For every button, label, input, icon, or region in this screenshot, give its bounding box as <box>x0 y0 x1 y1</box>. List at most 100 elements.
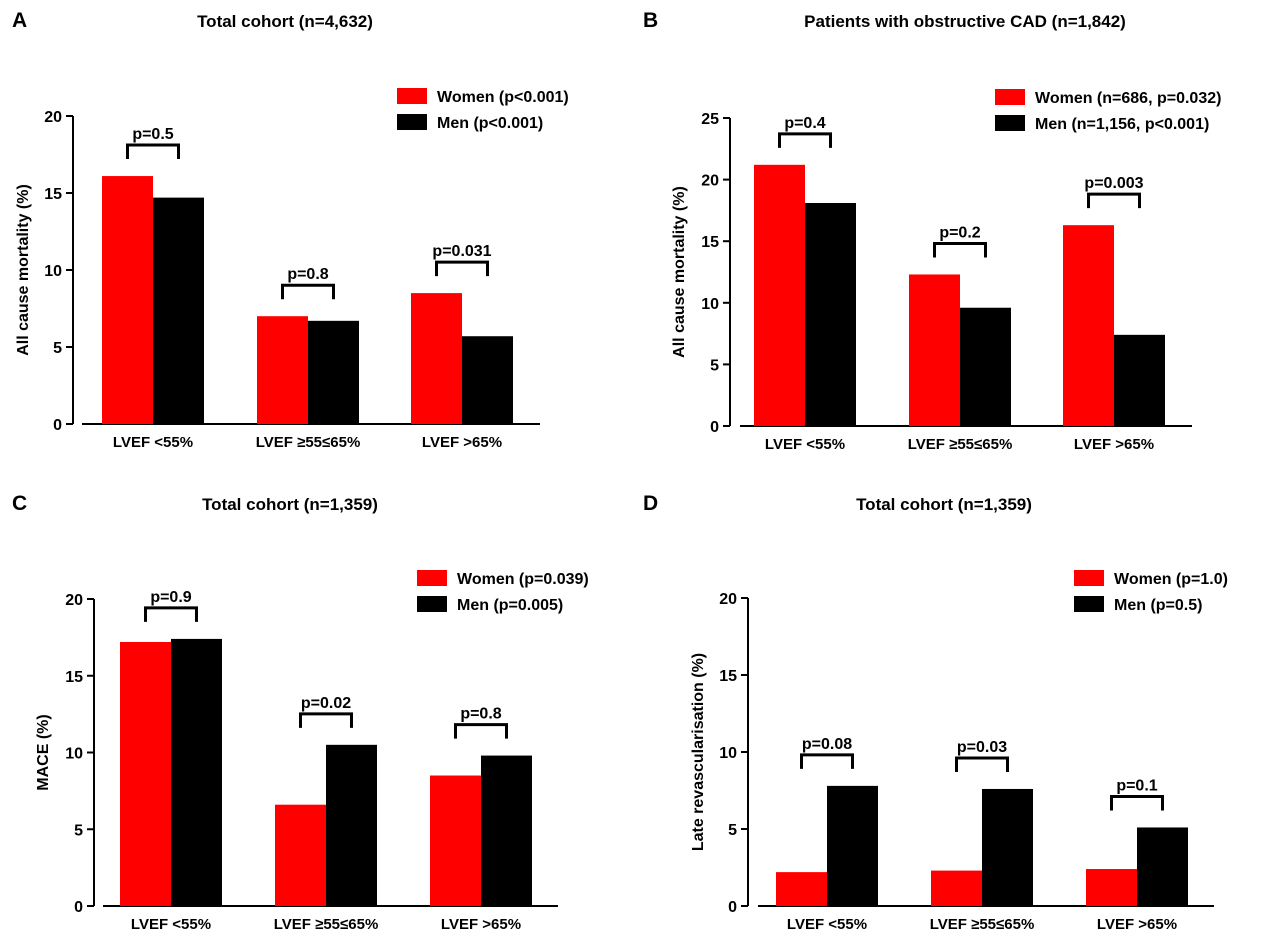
legend-label: Men (p=0.005) <box>457 597 563 614</box>
chart-panel-c: C Total cohort (n=1,359) 0 5 10 15 20 MACE (%) L… <box>12 492 589 933</box>
bar-men-2 <box>960 307 1011 426</box>
y-tick-label: 15 <box>719 668 737 685</box>
y-tick-label: 0 <box>710 419 719 436</box>
significance-bracket <box>933 241 987 258</box>
significance-bracket <box>454 723 508 739</box>
bar-men-3 <box>1137 827 1188 906</box>
x-tick-label: LVEF ≥55≤65% <box>256 434 361 451</box>
chart-title: Total cohort (n=4,632) <box>197 12 373 31</box>
significance-bracket <box>126 143 180 160</box>
y-tick-label: 5 <box>74 822 83 839</box>
bar-women-1 <box>776 872 827 906</box>
chart-title: Total cohort (n=1,359) <box>202 495 378 514</box>
p-value-label: p=0.03 <box>957 739 1007 756</box>
bar-women-3 <box>1063 225 1114 426</box>
y-tick-label: 10 <box>701 296 719 313</box>
chart-panel-b: B Patients with obstructive CAD (n=1,842)… <box>643 9 1221 453</box>
significance-bracket <box>1110 794 1164 811</box>
bar-women-1 <box>102 176 153 424</box>
y-tick-label: 20 <box>719 591 737 608</box>
legend-label: Women (p=1.0) <box>1114 571 1228 588</box>
bar-men-2 <box>982 788 1033 906</box>
y-axis-label: Late revascularisation (%) <box>690 653 707 851</box>
x-tick-label: LVEF >65% <box>1097 916 1177 933</box>
y-tick-label: 0 <box>74 899 83 916</box>
x-tick-label: LVEF ≥55≤65% <box>908 436 1013 453</box>
p-value-label: p=0.2 <box>939 224 980 241</box>
chart-title: Total cohort (n=1,359) <box>856 495 1032 514</box>
y-tick-label: 25 <box>701 111 719 128</box>
bar-men-3 <box>462 336 513 424</box>
bar-women-2 <box>909 274 960 426</box>
y-tick-label: 0 <box>728 899 737 916</box>
p-value-label: p=0.9 <box>150 589 191 606</box>
significance-bracket <box>281 283 335 300</box>
legend-swatch <box>1074 570 1104 586</box>
bar-women-3 <box>411 293 462 424</box>
p-value-label: p=0.8 <box>460 706 501 723</box>
legend-swatch <box>397 88 427 104</box>
legend-label: Men (n=1,156, p<0.001) <box>1035 116 1209 133</box>
bar-men-2 <box>326 744 377 906</box>
x-tick-label: LVEF >65% <box>422 434 502 451</box>
p-value-label: p=0.5 <box>132 126 173 143</box>
y-tick-label: 10 <box>44 263 62 280</box>
bar-men-1 <box>827 785 878 906</box>
bar-women-2 <box>931 870 982 906</box>
panel-letter: D <box>643 492 658 515</box>
bar-women-1 <box>120 641 171 906</box>
chart-panel-a: A Total cohort (n=4,632) 0 5 10 15 20 All cause… <box>12 9 569 451</box>
y-tick-label: 10 <box>65 746 83 763</box>
y-tick-label: 20 <box>65 592 83 609</box>
y-tick-label: 15 <box>65 669 83 686</box>
bar-women-3 <box>430 775 481 906</box>
bar-men-3 <box>481 755 532 906</box>
significance-bracket <box>435 260 489 277</box>
p-value-label: p=0.4 <box>784 115 825 132</box>
bar-men-3 <box>1114 334 1165 426</box>
p-value-label: p=0.003 <box>1084 175 1143 192</box>
significance-bracket <box>1087 192 1141 209</box>
x-tick-label: LVEF <55% <box>765 436 845 453</box>
y-tick-label: 15 <box>701 234 719 251</box>
significance-bracket <box>144 606 198 622</box>
significance-bracket <box>800 753 854 769</box>
legend-swatch <box>995 89 1025 105</box>
legend-swatch <box>417 596 447 612</box>
significance-bracket <box>299 712 353 728</box>
legend-label: Women (p<0.001) <box>437 89 569 106</box>
y-tick-label: 20 <box>701 173 719 190</box>
panel-letter: A <box>12 9 27 32</box>
bar-women-2 <box>275 804 326 906</box>
bar-women-3 <box>1086 869 1137 906</box>
bar-men-1 <box>171 638 222 906</box>
p-value-label: p=0.02 <box>301 695 351 712</box>
y-tick-label: 5 <box>710 357 719 374</box>
p-value-label: p=0.08 <box>802 736 852 753</box>
x-tick-label: LVEF ≥55≤65% <box>274 916 379 933</box>
y-tick-label: 10 <box>719 745 737 762</box>
y-tick-label: 5 <box>728 822 737 839</box>
x-tick-label: LVEF ≥55≤65% <box>930 916 1035 933</box>
legend-label: Men (p<0.001) <box>437 115 543 132</box>
y-axis-label: All cause mortality (%) <box>15 184 32 356</box>
y-tick-label: 5 <box>53 340 62 357</box>
p-value-label: p=0.8 <box>287 266 328 283</box>
x-tick-label: LVEF <55% <box>787 916 867 933</box>
bar-men-2 <box>308 320 359 424</box>
y-tick-label: 15 <box>44 186 62 203</box>
panel-letter: B <box>643 9 658 32</box>
bar-men-1 <box>153 197 204 424</box>
legend-swatch <box>1074 596 1104 612</box>
x-tick-label: LVEF <55% <box>131 916 211 933</box>
legend-swatch <box>417 570 447 586</box>
chart-title: Patients with obstructive CAD (n=1,842) <box>804 12 1126 31</box>
legend-swatch <box>995 115 1025 131</box>
legend-label: Men (p=0.5) <box>1114 597 1202 614</box>
significance-bracket <box>778 132 832 148</box>
bar-women-2 <box>257 316 308 424</box>
x-tick-label: LVEF <55% <box>113 434 193 451</box>
x-tick-label: LVEF >65% <box>441 916 521 933</box>
legend-swatch <box>397 114 427 130</box>
